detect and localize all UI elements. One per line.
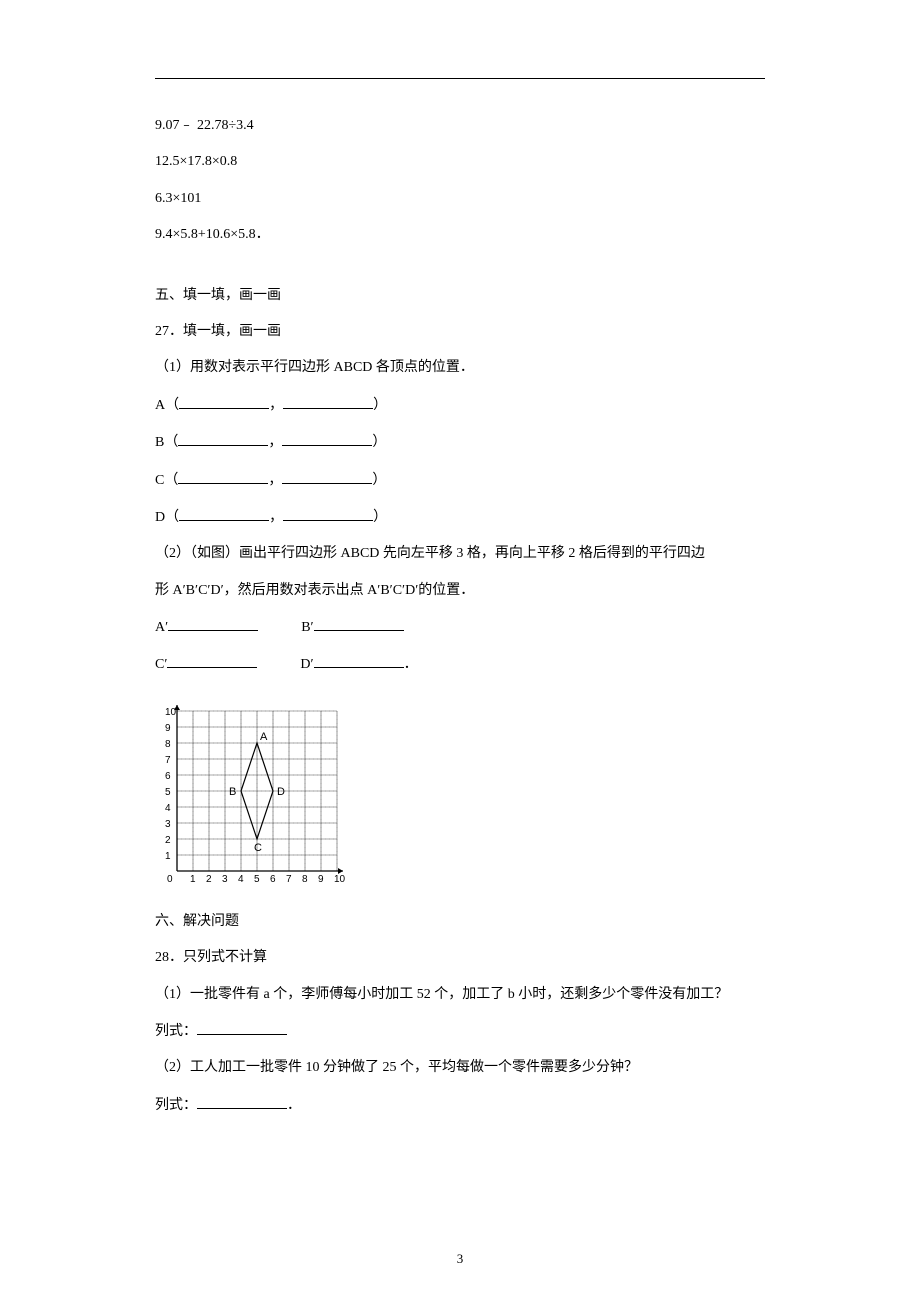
equation-3: 6.3×101	[155, 188, 765, 210]
coord-row-A: A（ ， ）	[155, 394, 765, 417]
Cprime-blank	[167, 653, 257, 668]
svg-text:9: 9	[318, 874, 324, 885]
svg-text:6: 6	[165, 771, 171, 782]
q28-lst2-row: 列式： ．	[155, 1094, 765, 1117]
equation-2: 12.5×17.8×0.8	[155, 151, 765, 173]
coord-C-pre: C（	[155, 473, 178, 488]
coord-D-mid: ，	[269, 510, 283, 525]
section-6-heading: 六、解决问题	[155, 911, 765, 933]
Aprime-blank	[168, 616, 258, 631]
svg-text:7: 7	[165, 755, 171, 766]
coord-B-post: ）	[372, 435, 386, 450]
coord-B-y-blank	[282, 431, 372, 446]
svg-text:0: 0	[167, 874, 173, 885]
q28-lst2-blank	[197, 1094, 287, 1109]
coord-D-y-blank	[283, 506, 373, 521]
svg-text:6: 6	[270, 874, 276, 885]
coordinate-grid-figure: 12345678910123456789100ABCD	[155, 691, 765, 891]
q28-lst2-dot: ．	[287, 1098, 301, 1113]
Bprime-label: B′	[301, 617, 313, 639]
q28-part2: （2）工人加工一批零件 10 分钟做了 25 个，平均每做一个零件需要多少分钟？	[155, 1057, 765, 1079]
q28-lst1-row: 列式：	[155, 1020, 765, 1043]
svg-text:8: 8	[165, 739, 171, 750]
svg-text:B: B	[229, 786, 236, 798]
svg-text:1: 1	[190, 874, 196, 885]
q27-part2-line2: 形 A′B′C′D′，然后用数对表示出点 A′B′C′D′的位置．	[155, 580, 765, 602]
coord-B-mid: ，	[268, 435, 282, 450]
coord-C-mid: ，	[268, 473, 282, 488]
svg-text:4: 4	[238, 874, 244, 885]
q27-part2-line1: （2）（如图）画出平行四边形 ABCD 先向左平移 3 格，再向上平移 2 格后…	[155, 543, 765, 565]
svg-text:1: 1	[165, 851, 171, 862]
coord-A-post: ）	[373, 398, 387, 413]
section-5-heading: 五、填一填，画一画	[155, 285, 765, 307]
grid-svg: 12345678910123456789100ABCD	[155, 691, 355, 891]
svg-text:D: D	[277, 786, 285, 798]
coord-A-x-blank	[179, 394, 269, 409]
q28-lst1-label: 列式：	[155, 1024, 197, 1039]
svg-text:2: 2	[206, 874, 212, 885]
coord-B-x-blank	[178, 431, 268, 446]
svg-text:9: 9	[165, 723, 171, 734]
svg-text:3: 3	[165, 819, 171, 830]
equation-1: 9.07﹣ 22.78÷3.4	[155, 115, 765, 137]
Dprime-label: D′	[300, 654, 313, 676]
svg-text:10: 10	[334, 874, 346, 885]
Bprime-blank	[314, 616, 404, 631]
q27-part1: （1）用数对表示平行四边形 ABCD 各顶点的位置．	[155, 357, 765, 379]
coord-D-x-blank	[179, 506, 269, 521]
svg-text:5: 5	[254, 874, 260, 885]
equation-4: 9.4×5.8+10.6×5.8．	[155, 224, 765, 246]
coord-D-pre: D（	[155, 510, 179, 525]
svg-text:4: 4	[165, 803, 171, 814]
svg-text:2: 2	[165, 835, 171, 846]
coord-A-mid: ，	[269, 398, 283, 413]
coord-C-y-blank	[282, 469, 372, 484]
prime-row-CD: C′ D′ ．	[155, 653, 765, 676]
svg-text:7: 7	[286, 874, 292, 885]
coord-row-B: B（ ， ）	[155, 431, 765, 454]
svg-text:3: 3	[222, 874, 228, 885]
svg-text:5: 5	[165, 787, 171, 798]
svg-text:C: C	[254, 842, 262, 854]
page-header-rule	[155, 78, 765, 79]
svg-text:8: 8	[302, 874, 308, 885]
coord-B-pre: B（	[155, 435, 178, 450]
coord-A-y-blank	[283, 394, 373, 409]
coord-C-post: ）	[372, 473, 386, 488]
coord-row-D: D（ ， ）	[155, 506, 765, 529]
q28-lst1-blank	[197, 1020, 287, 1035]
coord-C-x-blank	[178, 469, 268, 484]
q28-part1: （1）一批零件有 a 个，李师傅每小时加工 52 个，加工了 b 小时，还剩多少…	[155, 984, 765, 1006]
coord-D-post: ）	[373, 510, 387, 525]
page-number: 3	[0, 1249, 920, 1270]
svg-text:A: A	[260, 731, 268, 743]
q28-heading: 28．只列式不计算	[155, 947, 765, 969]
coord-A-pre: A（	[155, 398, 179, 413]
Dprime-blank	[314, 653, 404, 668]
prime-row-AB: A′ B′	[155, 616, 765, 639]
Cprime-label: C′	[155, 654, 167, 676]
prime-dot: ．	[404, 657, 418, 672]
svg-text:10: 10	[165, 707, 177, 718]
coord-row-C: C（ ， ）	[155, 469, 765, 492]
q28-lst2-label: 列式：	[155, 1098, 197, 1113]
Aprime-label: A′	[155, 617, 168, 639]
q27-heading: 27．填一填，画一画	[155, 321, 765, 343]
